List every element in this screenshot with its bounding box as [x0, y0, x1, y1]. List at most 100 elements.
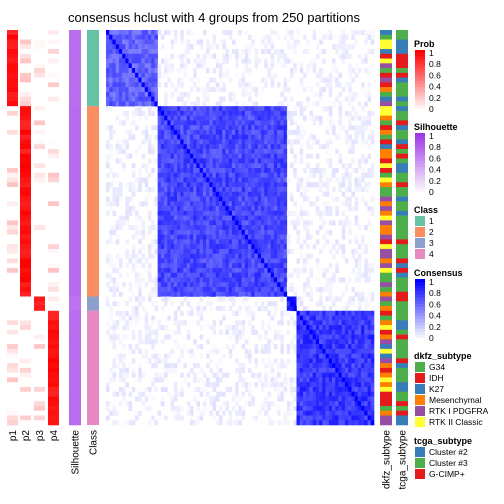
consensus-cell — [144, 115, 149, 121]
consensus-cell — [135, 396, 139, 402]
consensus-cell — [332, 367, 336, 373]
consensus-cell — [138, 315, 142, 321]
prob-cell — [34, 39, 45, 45]
consensus-cell — [270, 163, 275, 169]
silhouette-cell — [69, 415, 81, 421]
consensus-cell — [160, 401, 165, 407]
consensus-cell — [364, 68, 368, 74]
consensus-cell — [241, 163, 246, 169]
consensus-cell — [280, 187, 284, 193]
consensus-cell — [270, 377, 275, 383]
consensus-cell — [122, 163, 126, 169]
consensus-cell — [215, 306, 220, 312]
consensus-cell — [189, 177, 194, 183]
consensus-cell — [309, 182, 313, 188]
consensus-cell — [206, 168, 210, 174]
legend-title: dkfz_subtype — [414, 351, 472, 361]
consensus-cell — [138, 339, 142, 345]
consensus-cell — [235, 325, 239, 331]
consensus-cell — [128, 129, 133, 135]
consensus-cell — [280, 148, 284, 155]
consensus-cell — [344, 334, 349, 340]
consensus-cell — [206, 129, 210, 135]
legend-item-label: G-CIMP+ — [429, 469, 465, 479]
consensus-cell — [238, 115, 242, 121]
consensus-cell — [235, 210, 239, 216]
consensus-cell — [125, 220, 129, 226]
silhouette-cell — [69, 325, 81, 331]
consensus-cell — [164, 229, 168, 235]
prob-cell — [34, 296, 45, 302]
consensus-cell — [367, 91, 372, 97]
consensus-cell — [189, 77, 194, 83]
prob-cell — [20, 58, 31, 64]
consensus-cell — [141, 129, 146, 135]
consensus-cell — [270, 191, 275, 197]
consensus-cell — [183, 168, 188, 174]
consensus-cell — [180, 120, 184, 126]
consensus-cell — [280, 258, 284, 264]
consensus-cell — [248, 187, 252, 193]
consensus-cell — [199, 244, 204, 250]
consensus-cell — [196, 163, 200, 169]
consensus-cell — [186, 172, 191, 178]
consensus-cell — [186, 91, 191, 97]
consensus-cell — [335, 248, 339, 254]
consensus-cell — [235, 277, 239, 283]
consensus-cell — [138, 239, 142, 245]
consensus-cell — [277, 34, 281, 40]
prob-cell — [7, 158, 18, 164]
consensus-cell — [131, 367, 136, 373]
consensus-cell — [212, 125, 217, 131]
consensus-cell — [364, 296, 368, 302]
consensus-cell — [147, 63, 152, 69]
prob-cell — [48, 420, 59, 426]
consensus-cell — [151, 344, 155, 350]
consensus-cell — [361, 363, 365, 369]
consensus-cell — [186, 210, 191, 216]
consensus-cell — [170, 234, 175, 240]
consensus-cell — [348, 101, 352, 107]
consensus-cell — [219, 129, 223, 135]
prob-cell — [34, 315, 45, 321]
consensus-cell — [302, 391, 307, 397]
consensus-cell — [367, 358, 372, 364]
consensus-cell — [106, 258, 110, 264]
consensus-cell — [141, 244, 146, 250]
consensus-cell — [344, 401, 349, 407]
consensus-cell — [147, 34, 152, 40]
consensus-cell — [138, 39, 142, 45]
silhouette-cell — [69, 348, 81, 354]
consensus-cell — [290, 96, 294, 102]
consensus-cell — [335, 420, 339, 426]
consensus-cell — [319, 215, 323, 221]
consensus-cell — [164, 282, 168, 288]
consensus-cell — [135, 258, 139, 264]
consensus-cell — [202, 30, 207, 36]
consensus-cell — [332, 296, 336, 302]
consensus-cell — [173, 30, 178, 36]
consensus-cell — [154, 34, 158, 40]
consensus-cell — [235, 367, 239, 373]
consensus-cell — [109, 229, 113, 235]
consensus-cell — [173, 115, 178, 121]
consensus-cell — [312, 396, 317, 402]
consensus-cell — [209, 263, 213, 269]
consensus-cell — [277, 363, 281, 369]
consensus-cell — [335, 44, 339, 50]
consensus-cell — [144, 396, 149, 402]
consensus-cell — [328, 110, 333, 116]
consensus-cell — [241, 325, 246, 331]
consensus-cell — [338, 325, 343, 331]
consensus-cell — [351, 286, 355, 293]
tcga-cell — [396, 339, 408, 345]
consensus-cell — [273, 210, 278, 216]
consensus-cell — [286, 177, 291, 183]
prob-cell — [34, 72, 45, 78]
consensus-cell — [109, 101, 113, 107]
consensus-cell — [283, 115, 288, 121]
legend-gradient-step — [415, 188, 425, 193]
consensus-cell — [170, 277, 175, 283]
consensus-cell — [144, 101, 149, 107]
consensus-cell — [335, 239, 339, 245]
